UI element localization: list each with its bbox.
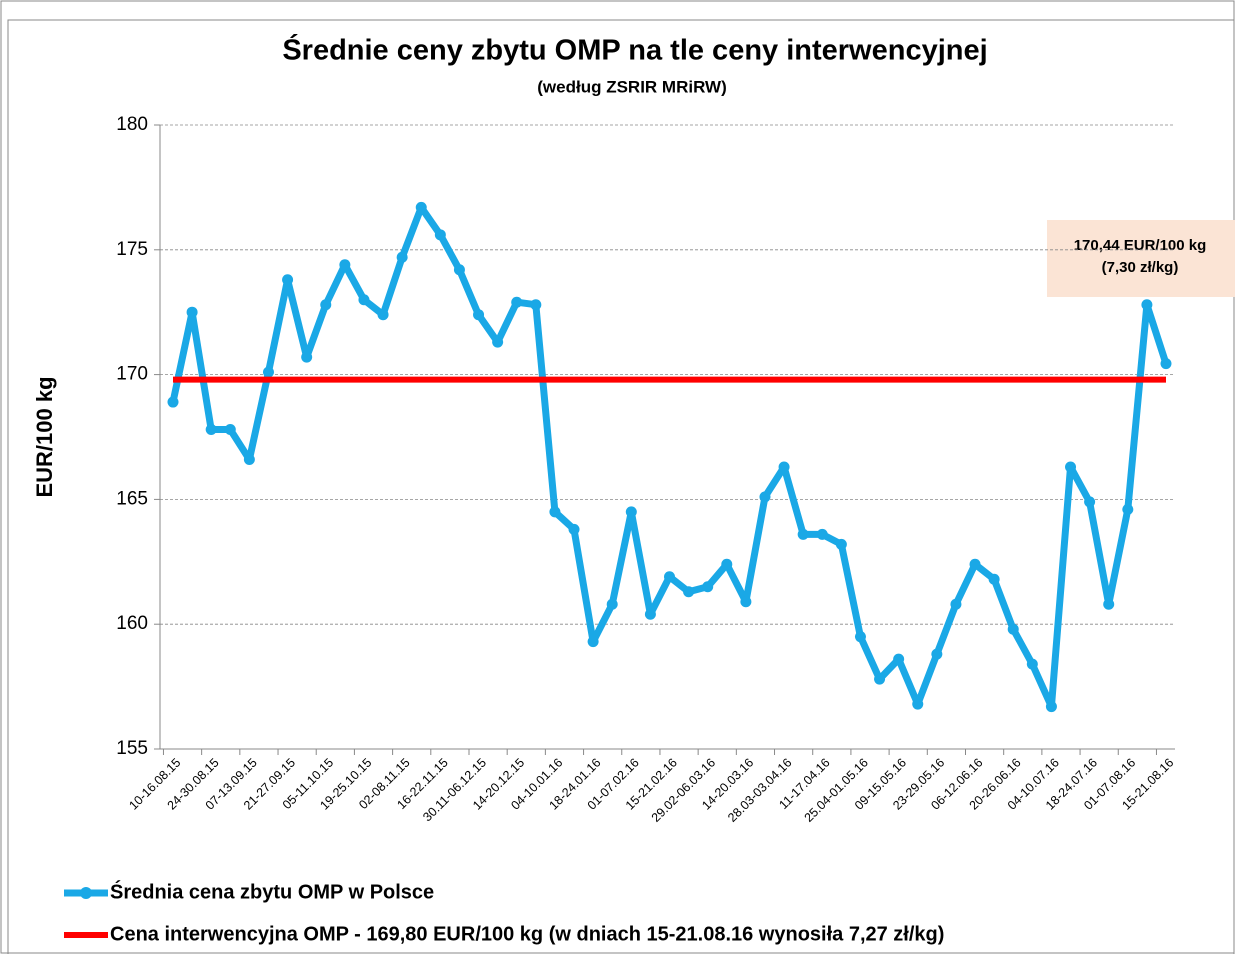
data-point — [1084, 496, 1096, 508]
data-point — [1045, 701, 1057, 713]
data-point — [339, 259, 351, 271]
data-point — [511, 296, 523, 308]
data-point — [797, 528, 809, 540]
data-point — [740, 596, 752, 608]
data-point — [473, 309, 485, 321]
y-axis-label: EUR/100 kg — [32, 376, 57, 497]
annotation: (7,30 zł/kg) — [1102, 259, 1179, 276]
data-point — [549, 506, 561, 518]
data-point — [969, 558, 981, 570]
data-point — [1026, 658, 1038, 670]
data-point — [358, 294, 370, 306]
annotation: 170,44 EUR/100 kg — [1074, 237, 1207, 254]
data-point — [816, 528, 828, 540]
data-point — [606, 598, 618, 610]
chart-subtitle: (według ZSRIR MRiRW) — [537, 77, 727, 96]
data-point — [453, 264, 465, 276]
data-point — [625, 506, 637, 518]
data-point — [377, 309, 389, 321]
data-point — [721, 558, 733, 570]
y-tick-label: 155 — [116, 738, 148, 759]
data-point — [1065, 461, 1077, 473]
data-point — [167, 396, 179, 408]
data-point — [1103, 598, 1115, 610]
data-point — [224, 424, 236, 436]
data-point — [893, 653, 905, 665]
data-point — [205, 424, 217, 436]
legend-label: Średnia cena zbytu OMP w Polsce — [110, 879, 434, 903]
data-point — [854, 631, 866, 643]
y-tick-label: 160 — [116, 613, 148, 634]
data-point — [912, 698, 924, 710]
data-point — [282, 274, 294, 286]
data-point — [301, 351, 313, 363]
data-point — [988, 573, 1000, 585]
data-point — [492, 336, 504, 348]
y-tick-label: 175 — [116, 239, 148, 260]
data-point — [683, 586, 695, 598]
data-point — [835, 538, 847, 550]
y-tick-label: 170 — [116, 364, 148, 385]
chart-title: Średnie ceny zbytu OMP na tle ceny inter… — [282, 33, 987, 67]
y-tick-label: 165 — [116, 488, 148, 509]
data-point — [874, 673, 886, 685]
data-point — [568, 523, 580, 535]
data-point — [950, 598, 962, 610]
legend-marker — [80, 887, 92, 899]
data-point — [1141, 299, 1153, 311]
annotation-box — [1047, 220, 1235, 297]
data-point — [530, 299, 542, 311]
data-point — [320, 299, 332, 311]
data-point — [587, 636, 599, 648]
chart-frame — [7, 19, 1235, 954]
data-point — [1160, 358, 1172, 370]
data-point — [434, 229, 446, 241]
data-point — [186, 306, 198, 318]
legend-label: Cena interwencyjna OMP - 169,80 EUR/100 … — [110, 923, 944, 945]
data-point — [778, 461, 790, 473]
data-point — [415, 201, 427, 213]
data-point — [243, 453, 255, 465]
data-point — [664, 571, 675, 583]
y-tick-label: 180 — [116, 114, 148, 135]
data-point — [702, 581, 714, 593]
data-point — [759, 491, 771, 503]
data-point — [1122, 503, 1134, 515]
data-point — [1007, 623, 1019, 635]
data-point — [644, 608, 656, 620]
data-point — [262, 366, 274, 378]
data-point — [396, 251, 408, 263]
data-point — [931, 648, 943, 660]
